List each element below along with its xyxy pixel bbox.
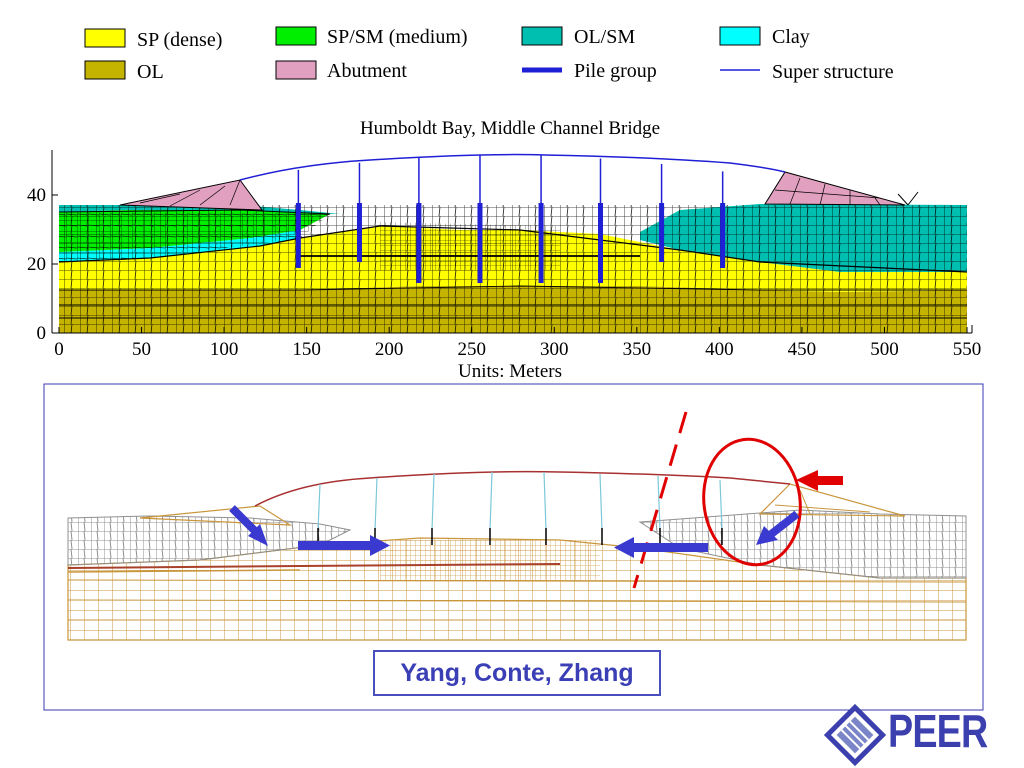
- x-tick-label: 150: [292, 339, 321, 360]
- deformed-column: [431, 473, 435, 531]
- red-arrow: [796, 470, 843, 491]
- x-tick-label: 50: [132, 339, 151, 360]
- y-tick-label: 20: [27, 254, 46, 275]
- abutment-right: [764, 171, 906, 206]
- deformed-column: [599, 473, 603, 531]
- legend-label-sp-sm-medium: SP/SM (medium): [327, 26, 468, 48]
- peer-logo-mark: [823, 703, 887, 767]
- x-tick-label: 350: [623, 339, 652, 360]
- deformed-column: [719, 479, 723, 531]
- abutment-highlight-ellipse: [702, 437, 802, 567]
- legend-label-ol: OL: [137, 61, 164, 83]
- blue-arrow-center-left: [614, 537, 708, 558]
- top-figure: 0 50 100 150 200 250 300 350 400 450 500 550 0 20 40: [27, 150, 981, 360]
- deformed-column: [489, 471, 493, 531]
- deformed-column: [374, 477, 378, 531]
- deformed-columns: [317, 471, 723, 545]
- x-tick-label: 250: [457, 339, 486, 360]
- legend-label-clay: Clay: [772, 26, 810, 48]
- x-axis-ticks: 0 50 100 150 200 250 300 350 400 450 500 550: [54, 327, 981, 360]
- failure-plane-dashed: [632, 411, 688, 589]
- x-tick-label: 0: [54, 339, 64, 360]
- x-axis-label: Units: Meters: [458, 361, 562, 382]
- legend-swatch-ol-sm: [521, 26, 563, 46]
- deformed-column: [657, 475, 661, 531]
- legend-label-super-structure: Super structure: [772, 61, 894, 83]
- super-structure: [239, 153, 786, 181]
- legend-item-sp-sm-medium: SP/SM (medium): [275, 26, 468, 48]
- deformed-column: [543, 471, 547, 531]
- deformed-super-structure: [254, 470, 791, 507]
- x-tick-label: 550: [953, 339, 982, 360]
- legend-item-clay: Clay: [719, 26, 810, 48]
- deformed-gray-left: [67, 515, 352, 566]
- legend-swatch-clay: [719, 26, 761, 46]
- blue-arrow-right-diagonal: [756, 510, 800, 545]
- x-tick-label: 200: [375, 339, 404, 360]
- x-tick-label: 300: [540, 339, 569, 360]
- y-axis-ticks: 0 20 40: [27, 185, 58, 344]
- legend: SP (dense) SP/SM (medium) OL/SM Clay OL …: [84, 26, 894, 83]
- x-tick-label: 400: [705, 339, 734, 360]
- legend-swatch-sp-dense: [84, 28, 126, 48]
- soil-layers: [59, 204, 967, 333]
- legend-label-sp-dense: SP (dense): [137, 29, 222, 51]
- legend-item-sp-dense: SP (dense): [84, 28, 222, 51]
- pile-group-set: [295, 155, 726, 283]
- legend-item-ol: OL: [84, 60, 164, 83]
- legend-swatch-abutment: [275, 60, 317, 80]
- legend-label-ol-sm: OL/SM: [574, 26, 635, 48]
- legend-label-abutment: Abutment: [327, 60, 407, 82]
- legend-swatch-sp-sm-medium: [275, 26, 317, 46]
- legend-item-ol-sm: OL/SM: [521, 26, 635, 48]
- x-tick-label: 450: [788, 339, 817, 360]
- top-axes: [51, 150, 973, 334]
- x-tick-label: 500: [870, 339, 899, 360]
- top-figure-title: Humboldt Bay, Middle Channel Bridge: [360, 118, 660, 139]
- y-tick-label: 40: [27, 185, 46, 206]
- legend-item-pile-group: Pile group: [522, 60, 657, 82]
- x-tick-label: 100: [210, 339, 239, 360]
- blue-arrow-center-right: [298, 535, 390, 556]
- y-tick-label: 0: [37, 323, 47, 344]
- blue-arrow-left-diagonal: [229, 505, 268, 546]
- legend-swatch-ol: [84, 60, 126, 80]
- deformed-column: [317, 483, 321, 531]
- legend-item-abutment: Abutment: [275, 60, 407, 82]
- legend-item-super-structure: Super structure: [720, 61, 894, 83]
- legend-label-pile-group: Pile group: [574, 60, 657, 82]
- peer-logo-text: PEER: [888, 705, 988, 757]
- author-credit: Yang, Conte, Zhang: [373, 650, 661, 696]
